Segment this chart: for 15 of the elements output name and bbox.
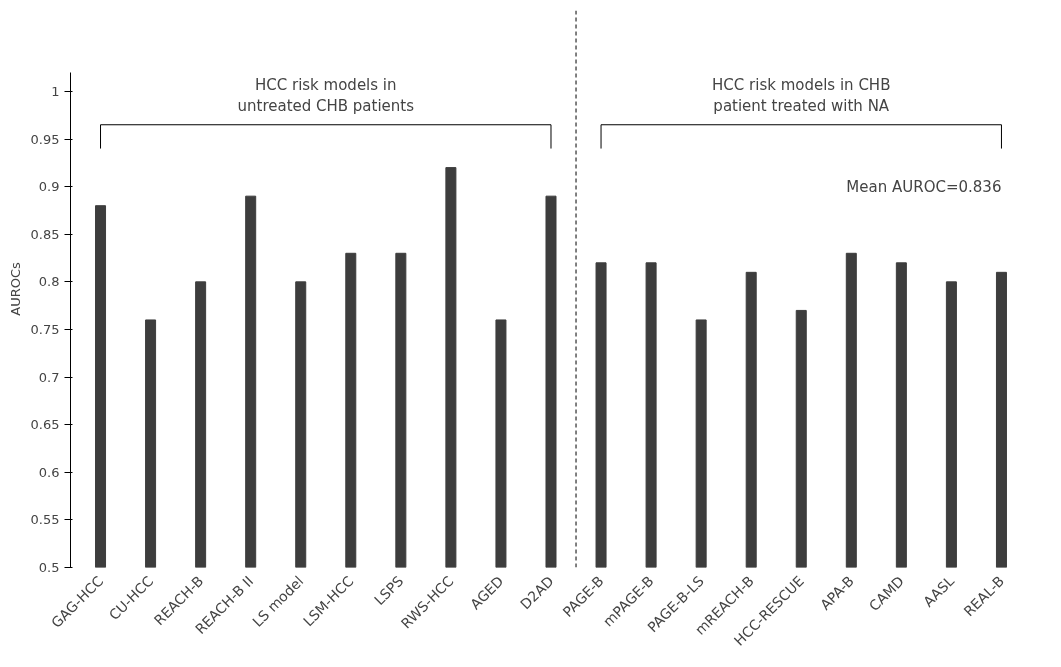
y-tick-label: 0.65 (30, 417, 60, 433)
y-tick-label: 0.85 (30, 226, 60, 242)
y-tick-label: 0.55 (30, 512, 60, 528)
annotation: Mean AUROC=0.836 (846, 177, 1002, 196)
y-tick-label: 0.8 (38, 274, 60, 290)
annotation: HCC risk models in untreated CHB patients (237, 75, 415, 116)
annotation: HCC risk models in CHB patient treated with NA (712, 75, 891, 116)
y-tick-label: 0.9 (38, 179, 60, 195)
y-axis-title: AUROCs (7, 262, 23, 316)
y-tick-label: 0.7 (38, 369, 60, 385)
y-tick-label: 0.75 (30, 321, 60, 337)
y-tick-label: 0.6 (38, 464, 60, 480)
y-tick-label: 0.5 (38, 560, 60, 575)
y-tick-label: 0.95 (30, 131, 60, 147)
y-tick-label: 1 (51, 83, 60, 99)
